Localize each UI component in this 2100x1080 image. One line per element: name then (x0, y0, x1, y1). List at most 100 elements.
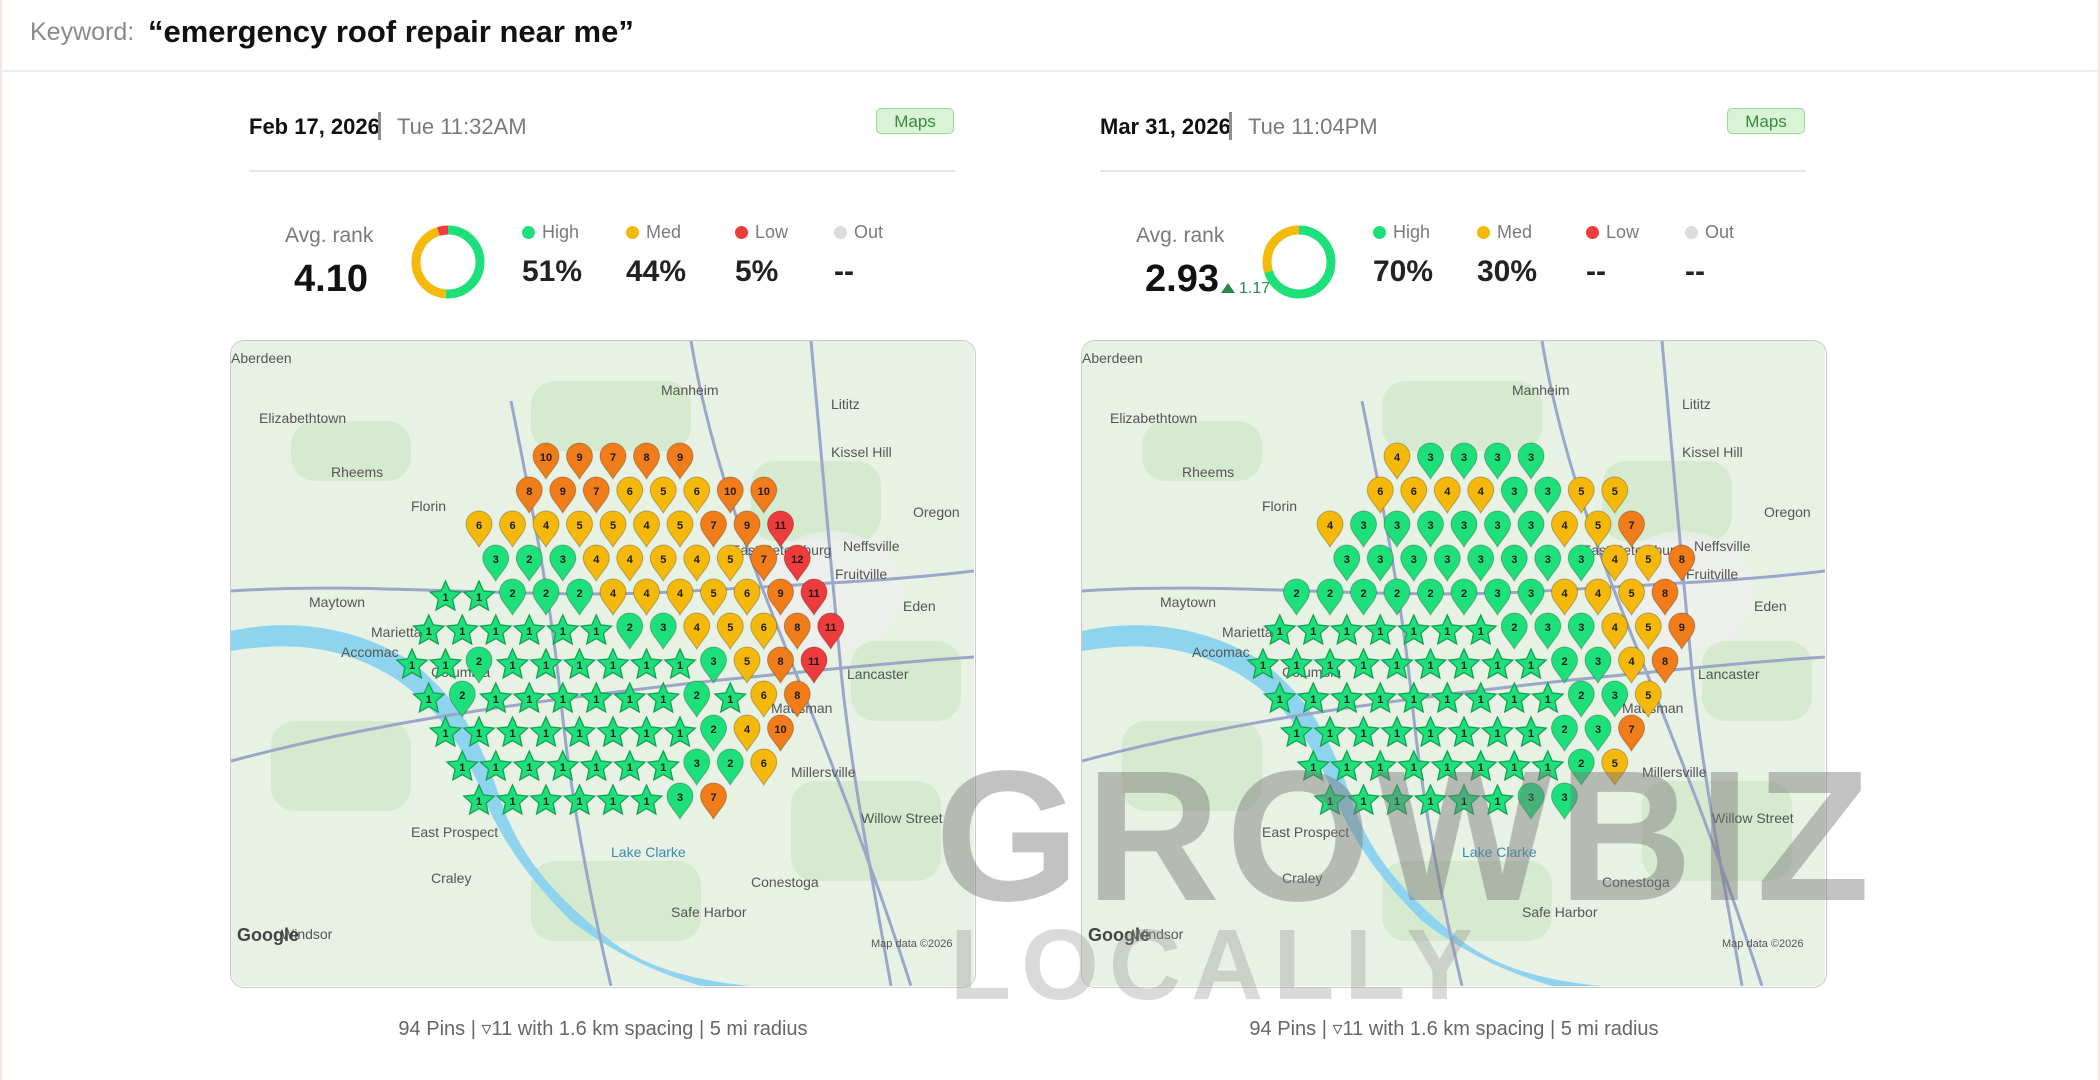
rank-pin[interactable]: 1 (646, 681, 681, 714)
rank-pin[interactable]: 1 (1380, 647, 1414, 680)
rank-pin[interactable]: 5 (733, 646, 761, 684)
rank-pin[interactable]: 1 (1329, 613, 1364, 646)
rank-pin[interactable]: 4 (683, 544, 711, 582)
rank-pin[interactable]: 2 (1550, 646, 1579, 684)
rank-pin[interactable]: 1 (1313, 783, 1347, 816)
rank-pin[interactable]: 3 (1500, 476, 1528, 514)
rank-pin[interactable]: 2 (1500, 612, 1528, 650)
rank-pin[interactable]: 3 (1383, 510, 1411, 548)
rank-pin[interactable]: 11 (800, 646, 828, 684)
rank-pin[interactable]: 1 (596, 715, 630, 748)
rank-pin[interactable]: 1 (478, 613, 513, 646)
rank-pin[interactable]: 1 (1463, 749, 1498, 782)
rank-pin[interactable]: 7 (699, 782, 728, 820)
rank-pin[interactable]: 2 (616, 612, 644, 650)
rank-pin[interactable]: 1 (445, 749, 480, 782)
rank-pin[interactable]: 5 (1634, 612, 1662, 650)
rank-pin[interactable]: 3 (1517, 510, 1545, 548)
rank-pin[interactable]: 3 (482, 544, 510, 582)
rank-pin[interactable]: 4 (1383, 442, 1411, 480)
rank-pin[interactable]: 4 (532, 510, 560, 548)
rank-pin[interactable]: 1 (1279, 647, 1314, 680)
rank-pin[interactable]: 3 (1366, 544, 1394, 582)
rank-pin[interactable]: 1 (1246, 647, 1280, 680)
rank-pin[interactable]: 1 (562, 715, 597, 748)
rank-pin[interactable]: 4 (632, 510, 661, 548)
rank-pin[interactable]: 1 (462, 715, 496, 748)
rank-pin[interactable]: 6 (750, 680, 778, 718)
rank-pin[interactable]: 1 (545, 749, 580, 782)
rank-pin[interactable]: 1 (512, 749, 547, 782)
rank-pin[interactable]: 8 (783, 680, 811, 718)
rank-pin[interactable]: 3 (666, 782, 694, 820)
rank-pin[interactable]: 3 (1416, 510, 1445, 548)
rank-pin[interactable]: 1 (646, 749, 681, 782)
rank-pin[interactable]: 1 (1396, 613, 1431, 646)
rank-pin[interactable]: 3 (1400, 544, 1428, 582)
rank-pin[interactable]: 1 (1380, 715, 1414, 748)
rank-pin[interactable]: 1 (411, 681, 446, 714)
rank-pin[interactable]: 5 (649, 476, 677, 514)
rank-pin[interactable]: 8 (515, 476, 543, 514)
rank-pin[interactable]: 1 (1346, 647, 1381, 680)
rank-pin[interactable]: 2 (683, 680, 711, 718)
rank-pin[interactable]: 1 (1480, 783, 1515, 816)
rank-pin[interactable]: 2 (699, 714, 728, 752)
rank-pin[interactable]: 1 (1413, 715, 1448, 748)
rank-pin[interactable]: 9 (549, 476, 577, 514)
rank-pin[interactable]: 11 (766, 510, 795, 548)
rank-pin[interactable]: 1 (1480, 647, 1515, 680)
rank-pin[interactable]: 1 (1463, 681, 1498, 714)
rank-pin[interactable]: 3 (699, 646, 728, 684)
rank-pin[interactable]: 3 (1500, 544, 1528, 582)
rank-pin[interactable]: 8 (1651, 578, 1679, 616)
rank-pin[interactable]: 6 (1400, 476, 1428, 514)
maps-badge[interactable]: Maps (876, 108, 954, 134)
rank-pin[interactable]: 2 (532, 578, 560, 616)
rank-pin[interactable]: 1 (545, 681, 580, 714)
rank-pin[interactable]: 1 (1363, 681, 1398, 714)
rank-pin[interactable]: 8 (766, 646, 795, 684)
rank-pin[interactable]: 3 (1534, 612, 1562, 650)
rank-pin[interactable]: 1 (1262, 613, 1297, 646)
rank-pin[interactable]: 7 (699, 510, 728, 548)
rank-pin[interactable]: 5 (649, 544, 677, 582)
rank-pin[interactable]: 1 (1463, 613, 1498, 646)
rank-pin[interactable]: 3 (1517, 442, 1545, 480)
rank-pin[interactable]: 9 (1668, 612, 1696, 650)
rank-pin[interactable]: 1 (1262, 681, 1297, 714)
rank-pin[interactable]: 1 (1413, 783, 1448, 816)
rank-pin[interactable]: 2 (1416, 578, 1445, 616)
rank-pin[interactable]: 1 (428, 579, 463, 612)
rank-pin[interactable]: 5 (1584, 510, 1612, 548)
rank-pin[interactable]: 4 (632, 578, 661, 616)
rank-pin[interactable]: 8 (1651, 646, 1679, 684)
rank-pin[interactable]: 10 (766, 714, 795, 752)
rank-pin[interactable]: 4 (1550, 578, 1579, 616)
rank-pin[interactable]: 1 (1396, 749, 1431, 782)
rank-pin[interactable]: 1 (1497, 749, 1532, 782)
rank-pin[interactable]: 1 (1530, 749, 1565, 782)
rank-pin[interactable]: 3 (1517, 782, 1545, 820)
rank-pin[interactable]: 2 (565, 578, 594, 616)
rank-pin[interactable]: 3 (1467, 544, 1495, 582)
rank-pin[interactable]: 4 (1601, 544, 1629, 582)
rank-pin[interactable]: 11 (800, 578, 828, 616)
rank-pin[interactable]: 2 (1550, 714, 1579, 752)
rank-pin[interactable]: 1 (1447, 715, 1481, 748)
rank-pin[interactable]: 1 (1296, 749, 1331, 782)
rank-pin[interactable]: 6 (1366, 476, 1394, 514)
rank-pin[interactable]: 8 (632, 442, 661, 480)
rank-pin[interactable]: 1 (1346, 783, 1381, 816)
rank-pin[interactable]: 4 (582, 544, 610, 582)
rank-pin[interactable]: 4 (616, 544, 644, 582)
rank-pin[interactable]: 1 (529, 715, 563, 748)
rank-pin[interactable]: 6 (750, 612, 778, 650)
rank-pin[interactable]: 1 (663, 647, 697, 680)
rank-pin[interactable]: 3 (1584, 646, 1612, 684)
rank-pin[interactable]: 2 (716, 748, 744, 786)
rank-pin[interactable]: 1 (512, 681, 547, 714)
rank-pin[interactable]: 1 (462, 579, 496, 612)
rank-pin[interactable]: 1 (612, 681, 647, 714)
rank-pin[interactable]: 1 (1497, 681, 1532, 714)
